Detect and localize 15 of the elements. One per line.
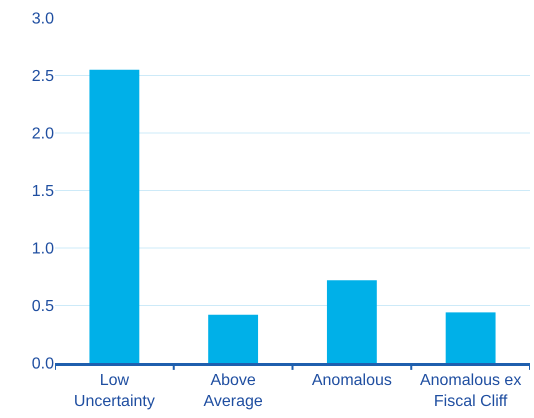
- x-tick-label: Low Uncertainty: [74, 372, 155, 410]
- x-tick-label: Anomalous ex Fiscal Cliff: [420, 372, 522, 410]
- y-tick-label: 1.0: [32, 240, 54, 258]
- y-tick-label: 2.5: [32, 68, 54, 86]
- y-tick-label: 1.5: [32, 183, 54, 200]
- y-tick-label: 0.0: [32, 356, 54, 373]
- y-tick-label: 2.0: [32, 126, 54, 143]
- bar: [89, 70, 140, 363]
- bar: [208, 314, 258, 363]
- bar: [446, 312, 496, 363]
- y-tick-label: 0.5: [32, 298, 54, 316]
- x-tick-label: Anomalous: [312, 372, 392, 390]
- bar: [326, 280, 377, 363]
- x-tick-label: Above Average: [203, 372, 263, 410]
- y-tick-label: 3.0: [32, 10, 54, 28]
